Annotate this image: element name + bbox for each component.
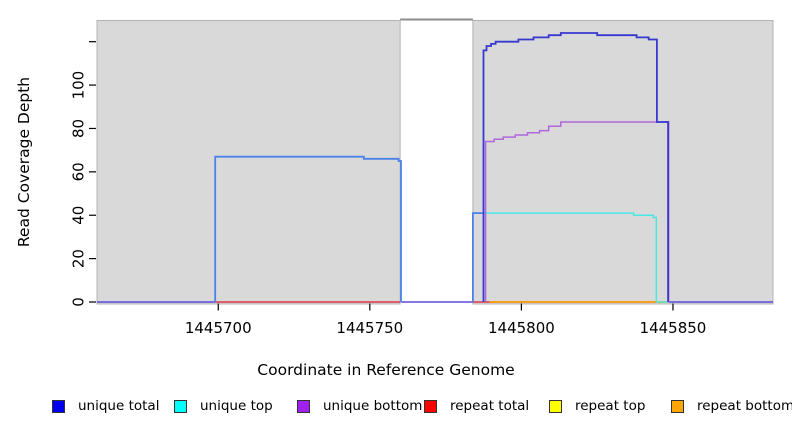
series-unique-top — [483, 212, 658, 302]
y-tick-label: 20 — [70, 249, 88, 268]
x-tick-label: 1445750 — [336, 319, 403, 337]
y-tick-label: 60 — [70, 162, 88, 181]
unique-bottom-swatch-icon — [297, 399, 310, 413]
x-tick-label: 1445700 — [185, 319, 252, 337]
series-unique-total-right-rise — [471, 212, 484, 302]
legend-item-repeat-bottom: repeat bottom — [671, 398, 792, 414]
legend-item-unique-total: unique total — [52, 398, 159, 414]
y-tick-label: 0 — [70, 297, 88, 307]
legend-label: repeat bottom — [697, 398, 792, 414]
covered-region-right — [472, 20, 774, 305]
legend-label: unique bottom — [323, 398, 423, 414]
repeat-bottom-swatch-icon — [671, 399, 684, 413]
repeat-top-swatch-icon — [549, 399, 562, 413]
legend-label: unique top — [200, 398, 273, 414]
unique-total-swatch-icon — [52, 399, 65, 413]
covered-region-left — [96, 20, 401, 305]
legend-label: unique total — [78, 398, 160, 414]
y-axis-title: Read Coverage Depth — [15, 76, 33, 248]
series-unique-total-left-block — [214, 155, 402, 302]
legend-label: repeat total — [450, 398, 530, 414]
x-axis-title: Coordinate in Reference Genome — [257, 361, 515, 379]
series-unique-bottom — [484, 121, 670, 302]
legend-item-unique-bottom: unique bottom — [297, 398, 422, 414]
series-unique-total — [482, 32, 669, 302]
repeat-total-swatch-icon — [424, 399, 437, 413]
y-tick-label: 100 — [70, 71, 88, 100]
legend-item-unique-top: unique top — [174, 398, 273, 414]
y-tick-label: 40 — [70, 206, 88, 225]
y-tick-label: 80 — [70, 119, 88, 138]
legend-label: repeat top — [575, 398, 646, 414]
legend: unique total unique top unique bottom re… — [0, 398, 792, 414]
unique-top-swatch-icon — [174, 399, 187, 413]
legend-item-repeat-total: repeat total — [424, 398, 529, 414]
x-tick-label: 1445800 — [488, 319, 555, 337]
legend-item-repeat-top: repeat top — [549, 398, 645, 414]
x-tick-label: 1445850 — [640, 319, 707, 337]
